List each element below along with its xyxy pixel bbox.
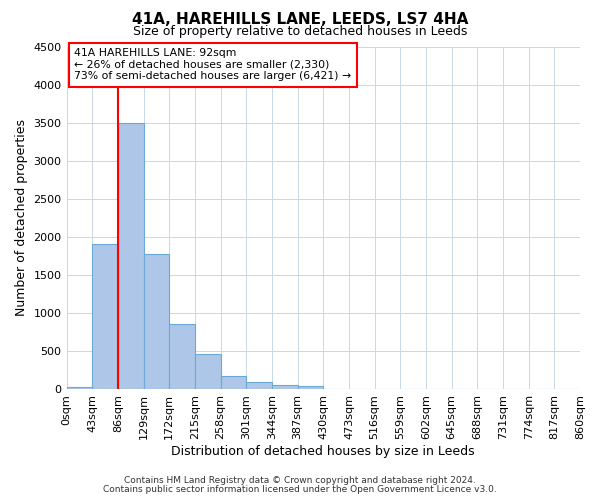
Text: Contains public sector information licensed under the Open Government Licence v3: Contains public sector information licen… — [103, 485, 497, 494]
Bar — [143, 254, 169, 389]
Text: 41A, HAREHILLS LANE, LEEDS, LS7 4HA: 41A, HAREHILLS LANE, LEEDS, LS7 4HA — [132, 12, 468, 28]
Text: Size of property relative to detached houses in Leeds: Size of property relative to detached ho… — [133, 25, 467, 38]
Bar — [298, 386, 323, 389]
Text: Contains HM Land Registry data © Crown copyright and database right 2024.: Contains HM Land Registry data © Crown c… — [124, 476, 476, 485]
Y-axis label: Number of detached properties: Number of detached properties — [15, 119, 28, 316]
Bar — [221, 376, 246, 389]
Bar — [195, 354, 221, 389]
Bar — [67, 386, 92, 389]
X-axis label: Distribution of detached houses by size in Leeds: Distribution of detached houses by size … — [172, 444, 475, 458]
Bar — [92, 244, 118, 389]
Bar — [272, 385, 298, 389]
Text: 41A HAREHILLS LANE: 92sqm
← 26% of detached houses are smaller (2,330)
73% of se: 41A HAREHILLS LANE: 92sqm ← 26% of detac… — [74, 48, 352, 82]
Bar — [169, 324, 195, 389]
Bar — [118, 122, 143, 389]
Bar — [246, 382, 272, 389]
